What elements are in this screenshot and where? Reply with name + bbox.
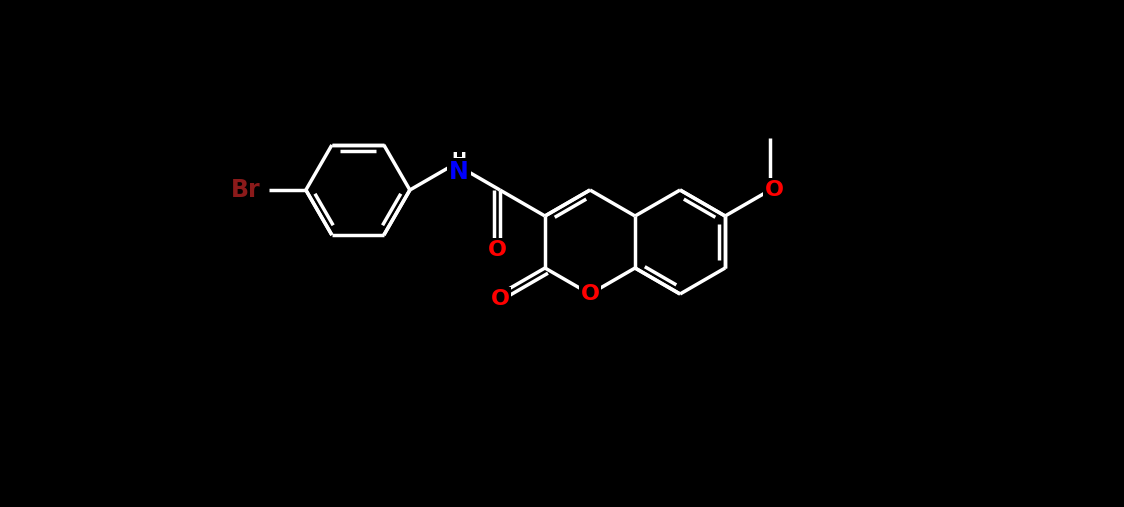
Text: O: O (490, 289, 509, 309)
Text: Br: Br (232, 178, 261, 202)
Text: O: O (580, 284, 599, 304)
Text: N: N (448, 160, 469, 184)
Text: O: O (764, 180, 783, 200)
Text: O: O (488, 240, 507, 260)
Text: H: H (452, 151, 466, 169)
